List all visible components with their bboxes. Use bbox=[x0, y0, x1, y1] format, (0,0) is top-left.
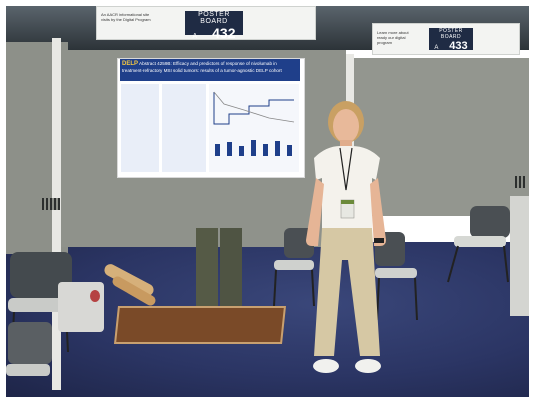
right-board-edge bbox=[510, 196, 529, 316]
board-letter: A bbox=[434, 45, 439, 51]
header-text-left: An AACR informational site visits by the… bbox=[101, 12, 151, 22]
chair-far-right bbox=[447, 206, 510, 283]
board-number: 433 bbox=[449, 40, 468, 52]
board-tag-432: POSTER BOARD A 432 bbox=[185, 11, 243, 41]
research-poster: DELP Abstract 4259B: Efficacy and predic… bbox=[117, 58, 305, 178]
board-label: POSTER BOARD bbox=[198, 11, 230, 25]
chair-left bbox=[6, 252, 72, 376]
panel-vent bbox=[515, 176, 525, 188]
header-text-right: Learn more about ready our digital progr… bbox=[377, 30, 409, 45]
poster-column-3 bbox=[209, 84, 299, 172]
board-tag-433: POSTER BOARD A 433 bbox=[429, 28, 473, 52]
presenter bbox=[306, 101, 386, 373]
poster-column-2 bbox=[162, 84, 206, 172]
board-header-433: Learn more about ready our digital progr… bbox=[372, 23, 520, 55]
red-object bbox=[90, 290, 100, 302]
poster-column-1 bbox=[121, 84, 159, 172]
poster-title: Abstract 4259B: Efficacy and predictors … bbox=[122, 61, 282, 73]
trash-bin bbox=[58, 282, 104, 332]
board-header-432: An AACR informational site visits by the… bbox=[96, 6, 316, 41]
panel-vent bbox=[42, 198, 60, 210]
poster-figure bbox=[213, 91, 295, 156]
chair-center bbox=[273, 228, 315, 307]
poster-logo: DELP bbox=[122, 61, 139, 67]
left-pole bbox=[52, 38, 61, 390]
board-label: POSTER BOARD bbox=[439, 28, 463, 40]
board-letter: A bbox=[192, 33, 198, 40]
board-number: 432 bbox=[212, 25, 236, 41]
poster-title-bar: DELP Abstract 4259B: Efficacy and predic… bbox=[120, 59, 300, 81]
right-board-panel bbox=[351, 58, 529, 216]
photo-scene: An AACR informational site visits by the… bbox=[6, 6, 529, 397]
background-person-legs bbox=[192, 228, 250, 312]
wooden-crate bbox=[114, 306, 286, 344]
